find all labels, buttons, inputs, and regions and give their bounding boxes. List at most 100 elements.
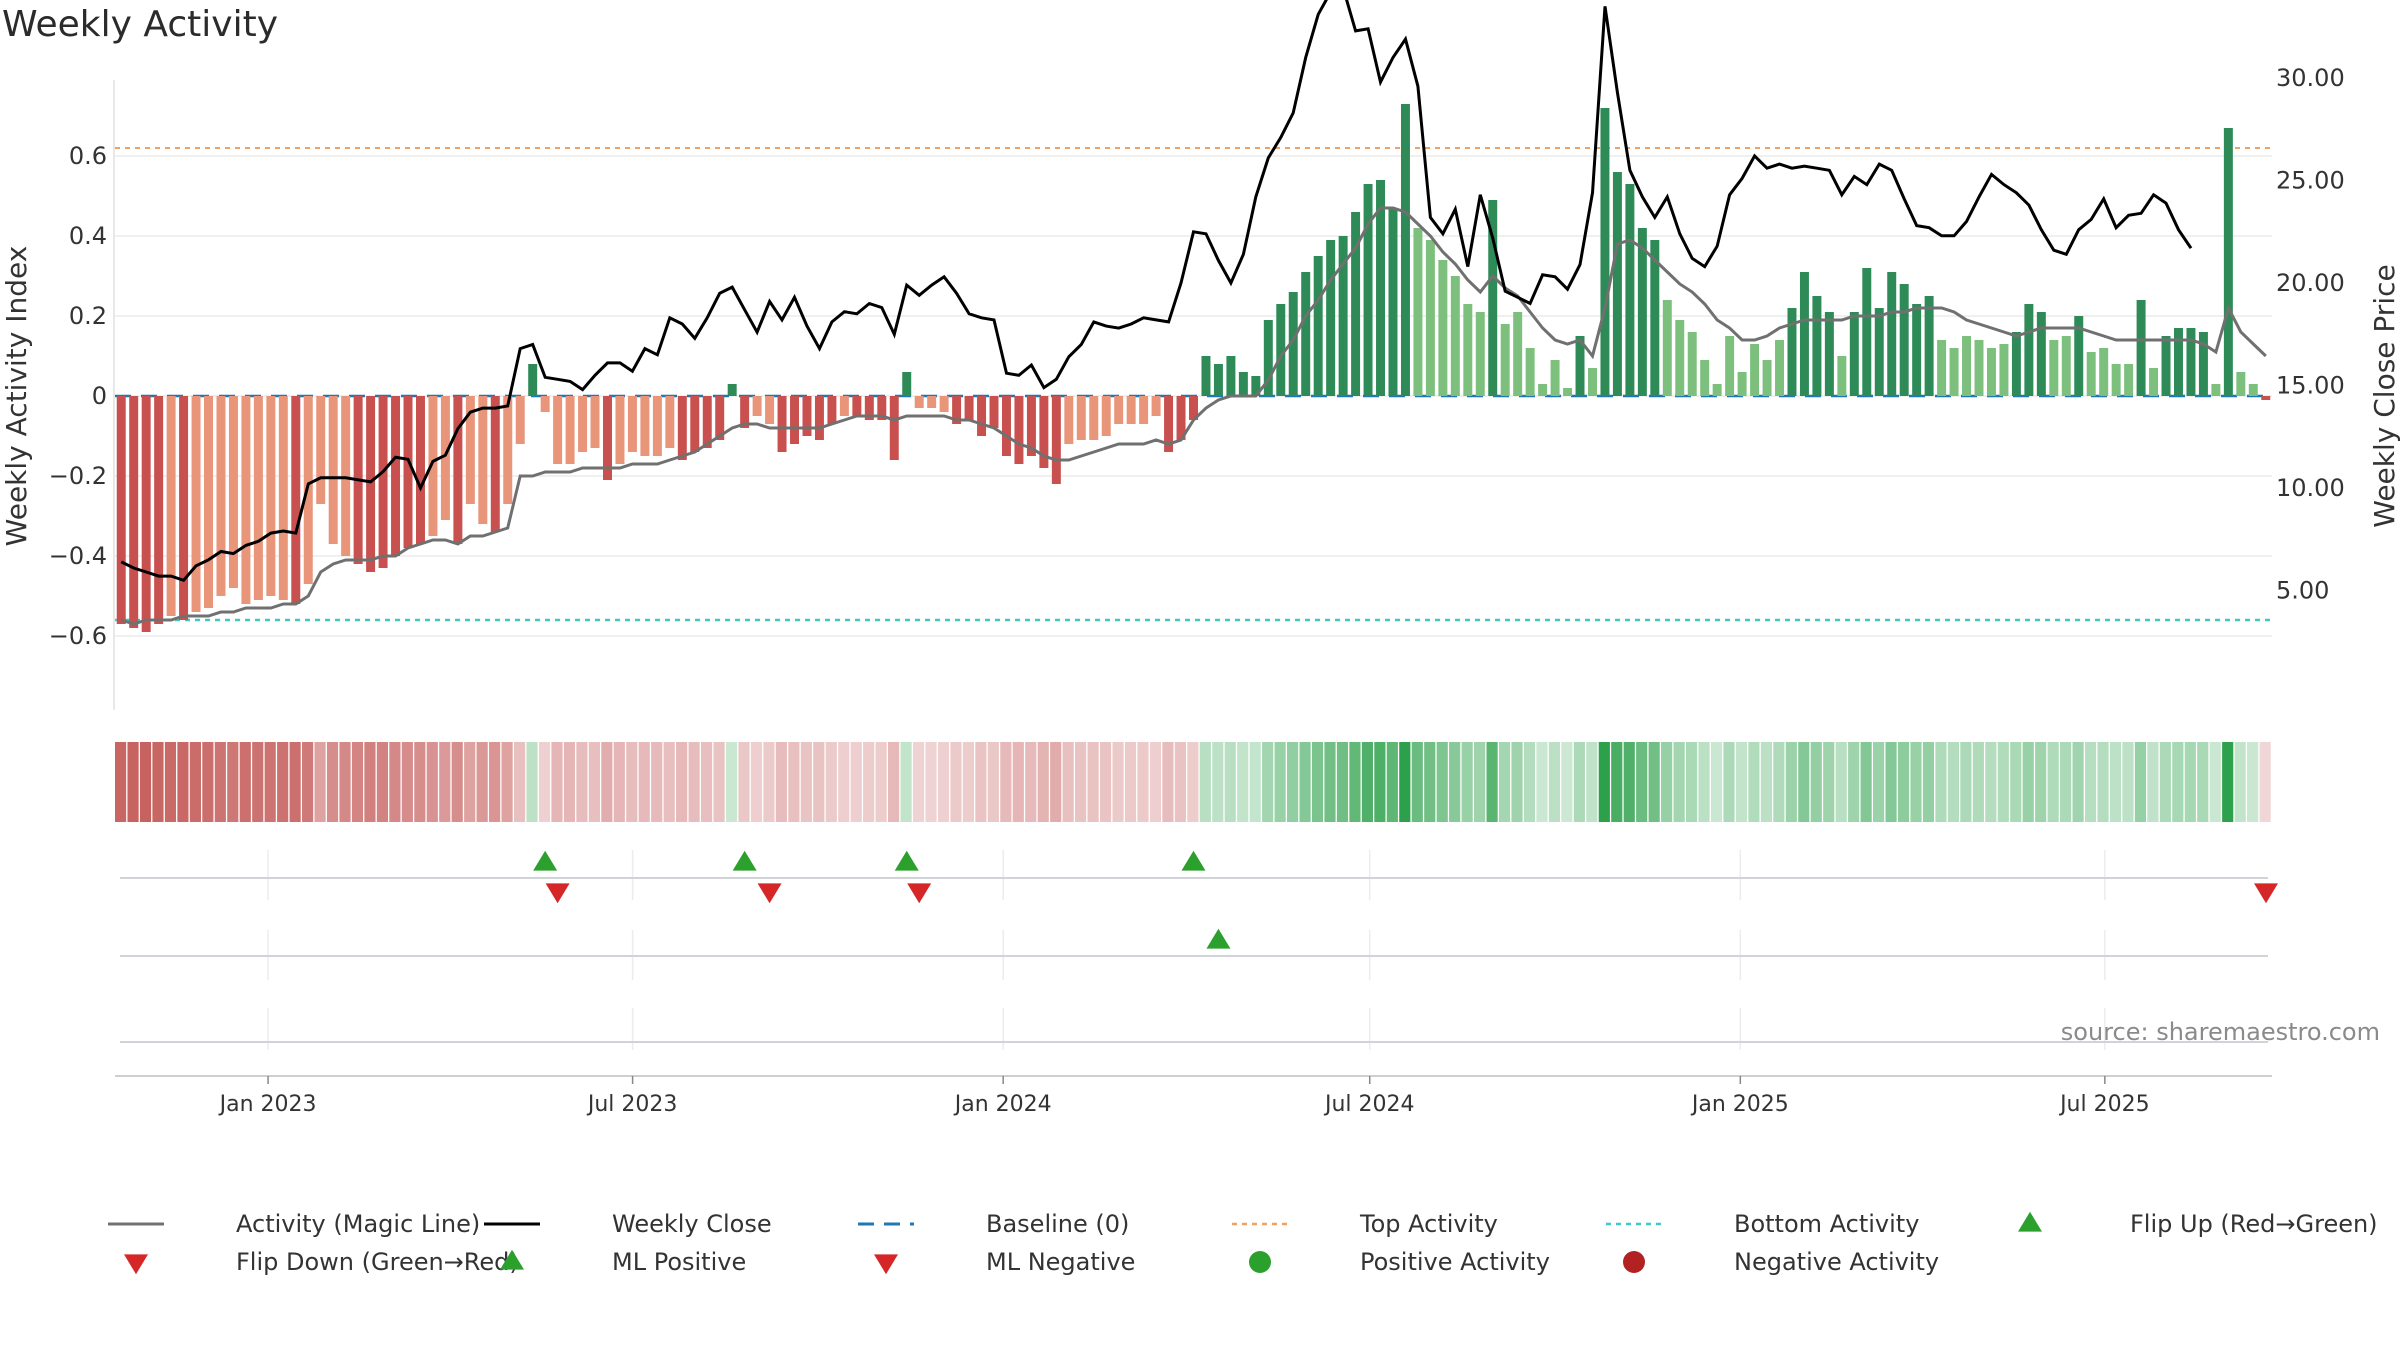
heat-cell (164, 742, 177, 822)
left-tick-label: −0.6 (49, 622, 107, 650)
activity-bar (1787, 308, 1797, 396)
flip-down-marker (757, 883, 782, 904)
heat-cell (1162, 742, 1174, 822)
activity-bar (1301, 272, 1311, 396)
activity-bar (266, 396, 276, 596)
activity-bar (964, 396, 974, 420)
activity-bar (2049, 340, 2059, 396)
legend-triangle-down-icon (874, 1254, 898, 1275)
activity-bar (877, 396, 887, 420)
activity-bar (1675, 320, 1685, 396)
legend-label: Flip Down (Green→Red) (236, 1248, 519, 1276)
activity-bar (2174, 328, 2183, 396)
heat-cell (850, 742, 862, 822)
activity-bar (627, 396, 637, 452)
right-tick-label: 5.00 (2276, 577, 2329, 605)
activity-bar (1039, 396, 1049, 468)
activity-bar (2211, 384, 2221, 396)
heat-cell (1324, 742, 1336, 822)
activity-bar (1438, 260, 1448, 396)
activity-bar (914, 396, 924, 408)
heat-cell (1424, 742, 1436, 822)
heat-cell (189, 742, 201, 822)
heat-cell (2084, 742, 2097, 822)
heat-cell (302, 742, 314, 822)
heat-cell (277, 742, 289, 822)
activity-bar (1874, 308, 1884, 396)
activity-bar (640, 396, 650, 456)
activity-bar (665, 396, 675, 448)
right-tick-label: 20.00 (2276, 269, 2345, 297)
activity-bar (1937, 340, 1947, 396)
heat-cell (1935, 742, 1947, 822)
activity-bar (752, 396, 762, 416)
heat-cell (1960, 742, 1972, 822)
activity-bar (2036, 312, 2046, 396)
activity-bar (154, 396, 164, 624)
heat-cell (2072, 742, 2084, 822)
activity-bar (1762, 360, 1772, 396)
heat-cell (526, 742, 538, 822)
heat-cell (1810, 742, 1822, 822)
heat-cell (651, 742, 663, 822)
activity-bar (291, 396, 301, 604)
axes: −0.6 −0.4 −0.2 0 0.2 0.4 0.6 5.00 10.00 15.00 20.0… (0, 64, 2400, 710)
legend-circle-icon (1623, 1251, 1645, 1273)
legend-triangle-down-icon (124, 1254, 148, 1275)
activity-bar (1189, 396, 1198, 420)
heat-cell (1972, 742, 1984, 822)
flip-down-marker (907, 883, 932, 904)
activity-bar (1238, 372, 1248, 396)
heat-cell (800, 742, 812, 822)
activity-bar (1288, 292, 1298, 396)
heat-cell (1075, 742, 1087, 822)
activity-bar (116, 396, 126, 624)
activity-bar (478, 396, 488, 524)
heat-cell (2159, 742, 2171, 822)
heat-cell (1798, 742, 1810, 822)
activity-bar (2198, 332, 2208, 396)
heat-cell (464, 742, 476, 822)
activity-bar (553, 396, 563, 464)
activity-bar (1949, 348, 1959, 396)
heat-cell (2097, 742, 2109, 822)
heat-cell (1860, 742, 1872, 822)
activity-bar (1899, 284, 1909, 396)
heat-cell (289, 742, 301, 822)
heat-cell (1361, 742, 1373, 822)
activity-bar (191, 396, 201, 612)
legend-label: Positive Activity (1360, 1248, 1550, 1276)
heat-cell (1137, 742, 1149, 822)
activity-bar (1725, 336, 1735, 396)
heat-cell (588, 742, 600, 822)
heat-cell (1249, 742, 1261, 822)
activity-bar (1799, 272, 1809, 396)
activity-bar (1251, 376, 1261, 396)
activity-bar (827, 396, 837, 424)
activity-bar (790, 396, 800, 444)
activity-bar (1139, 396, 1149, 424)
heat-cell (1636, 742, 1648, 822)
heat-cell (1710, 742, 1723, 822)
legend-label: Negative Activity (1734, 1248, 1939, 1276)
series-lines (120, 0, 2267, 626)
activity-bar (204, 396, 214, 608)
heat-cell (439, 742, 451, 822)
activity-bar (603, 396, 612, 480)
heat-cell (2209, 742, 2221, 822)
x-tick-label: Jan 2025 (1690, 1092, 1789, 1117)
activity-bar (1600, 108, 1610, 396)
heat-cell (763, 742, 775, 822)
heat-cell (701, 742, 713, 822)
heat-cell (2060, 742, 2072, 822)
activity-bar (1376, 180, 1386, 396)
activity-bar (166, 396, 176, 616)
legend-label: ML Positive (612, 1248, 746, 1276)
activity-bar (141, 396, 151, 632)
heat-cell (688, 742, 700, 822)
activity-bar (2074, 316, 2084, 396)
heat-cell (1374, 742, 1386, 822)
activity-bar (1962, 336, 1972, 396)
heat-cell (239, 742, 251, 822)
heat-cell (1386, 742, 1398, 822)
